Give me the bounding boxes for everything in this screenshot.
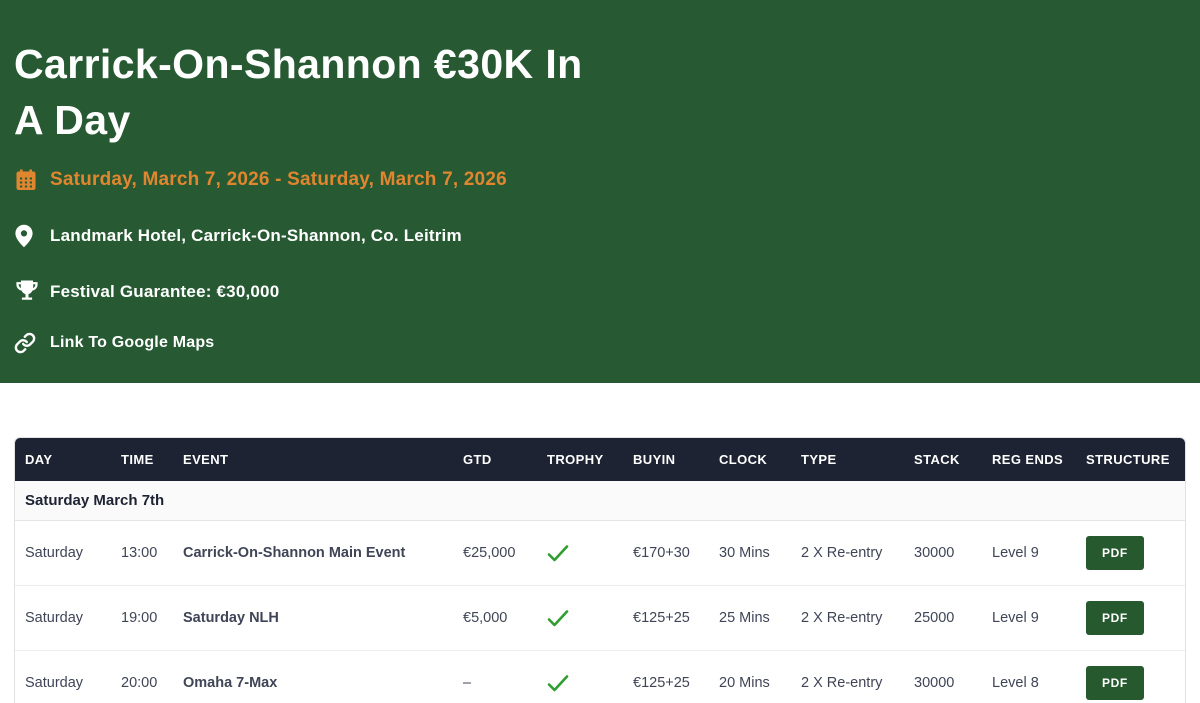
column-header-day: DAY [15,438,111,481]
trophy-cell [537,586,623,651]
day-cell: Saturday [15,651,111,703]
page-title-line-2: A Day [14,97,131,143]
venue-row: Landmark Hotel, Carrick-On-Shannon, Co. … [14,224,1160,248]
check-icon [547,674,613,692]
trophy-cell [537,651,623,703]
event-name-cell: Saturday NLH [173,586,453,651]
guarantee-text: Festival Guarantee: €30,000 [50,281,280,301]
gtd-cell: €5,000 [453,586,537,651]
structure-pdf-button[interactable]: PDF [1086,601,1144,635]
time-cell: 20:00 [111,651,173,703]
event-dates-row: Saturday, March 7, 2026 - Saturday, Marc… [14,168,1160,192]
google-maps-link[interactable]: Link To Google Maps [14,332,1160,354]
column-header-structure: STRUCTURE [1076,438,1185,481]
clock-cell: 20 Mins [709,651,791,703]
page-title-line-1: Carrick-On-Shannon €30K In [14,41,583,87]
column-header-clock: CLOCK [709,438,791,481]
reg-ends-cell: Level 9 [982,521,1076,586]
google-maps-link-label: Link To Google Maps [50,334,215,351]
column-header-event: EVENT [173,438,453,481]
check-icon [547,544,613,562]
column-header-type: TYPE [791,438,904,481]
event-name-cell: Carrick-On-Shannon Main Event [173,521,453,586]
structure-pdf-button[interactable]: PDF [1086,666,1144,700]
structure-pdf-button[interactable]: PDF [1086,536,1144,570]
table-row: Saturday 13:00 Carrick-On-Shannon Main Eve… [15,521,1185,586]
trophy-cell [537,521,623,586]
time-cell: 19:00 [111,586,173,651]
schedule-table-container: DAY TIME EVENT GTD TROPHY BUYIN CLOCK TYPE STACK… [14,437,1186,703]
hero-section: Carrick-On-Shannon €30K In A Day Saturda… [0,0,1200,383]
check-icon [547,609,613,627]
calendar-icon [14,168,50,192]
stack-cell: 30000 [904,651,982,703]
stack-cell: 30000 [904,521,982,586]
day-cell: Saturday [15,521,111,586]
structure-cell: PDF [1076,521,1185,586]
type-cell: 2 X Re-entry [791,521,904,586]
column-header-gtd: GTD [453,438,537,481]
buyin-cell: €170+30 [623,521,709,586]
type-cell: 2 X Re-entry [791,586,904,651]
table-row: Saturday 19:00 Saturday NLH €5,000 €125+25 25… [15,586,1185,651]
event-name-cell: Omaha 7-Max [173,651,453,703]
event-date-range: Saturday, March 7, 2026 - Saturday, Marc… [50,169,507,190]
reg-ends-cell: Level 8 [982,651,1076,703]
column-header-reg-ends: REG ENDS [982,438,1076,481]
clock-cell: 30 Mins [709,521,791,586]
location-pin-icon [14,224,50,248]
structure-cell: PDF [1076,586,1185,651]
buyin-cell: €125+25 [623,586,709,651]
buyin-cell: €125+25 [623,651,709,703]
venue-text: Landmark Hotel, Carrick-On-Shannon, Co. … [50,226,462,245]
stack-cell: 25000 [904,586,982,651]
gtd-cell: – [453,651,537,703]
time-cell: 13:00 [111,521,173,586]
table-row: Saturday 20:00 Omaha 7-Max – €125+25 20 Mins 2… [15,651,1185,703]
table-body: Saturday March 7th Saturday 13:00 Carrick-… [15,481,1185,703]
structure-cell: PDF [1076,651,1185,703]
link-icon [14,332,50,354]
day-cell: Saturday [15,586,111,651]
clock-cell: 25 Mins [709,586,791,651]
gtd-cell: €25,000 [453,521,537,586]
column-header-stack: STACK [904,438,982,481]
column-header-buyin: BUYIN [623,438,709,481]
column-header-trophy: TROPHY [537,438,623,481]
guarantee-row: Festival Guarantee: €30,000 [14,279,1160,304]
reg-ends-cell: Level 9 [982,586,1076,651]
table-section-row: Saturday March 7th [15,481,1185,521]
schedule-table: DAY TIME EVENT GTD TROPHY BUYIN CLOCK TYPE STACK… [15,438,1185,703]
type-cell: 2 X Re-entry [791,651,904,703]
page-title: Carrick-On-Shannon €30K In A Day [14,36,1160,148]
trophy-icon [14,279,50,304]
column-header-time: TIME [111,438,173,481]
table-header-row: DAY TIME EVENT GTD TROPHY BUYIN CLOCK TYPE STACK… [15,438,1185,481]
table-section-header: Saturday March 7th [15,481,1185,521]
